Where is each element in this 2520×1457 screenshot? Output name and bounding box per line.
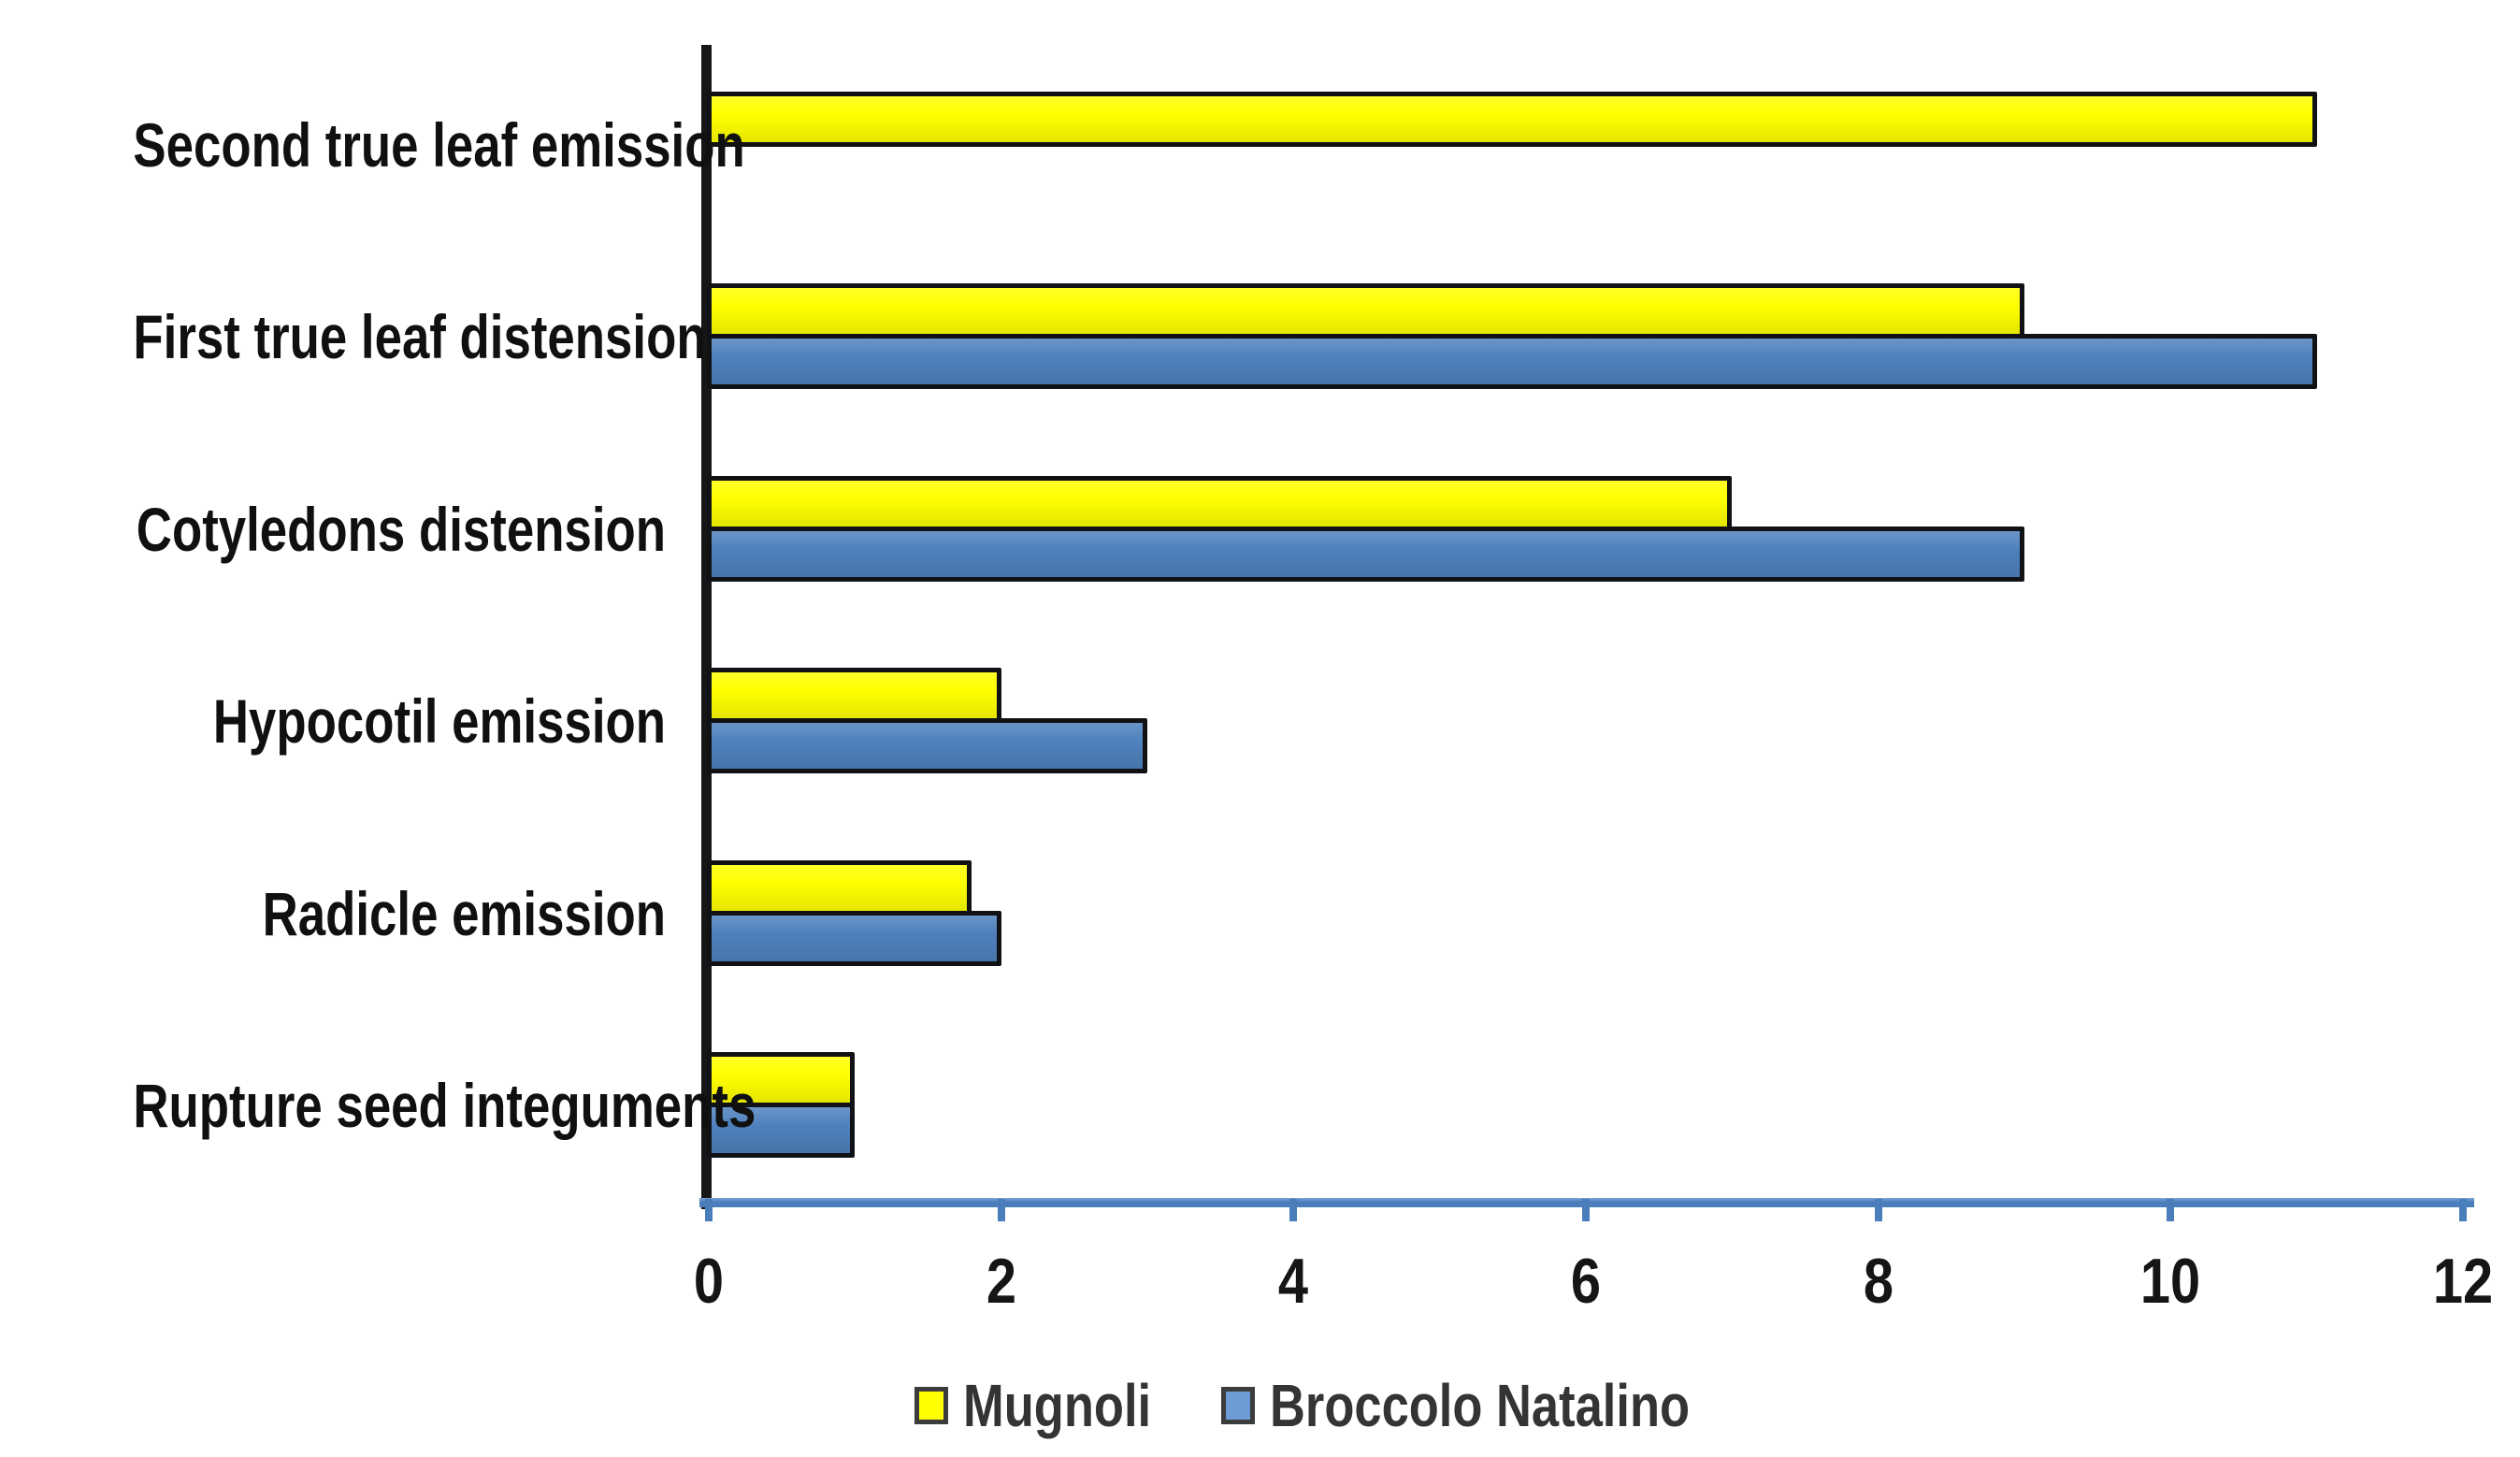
y-axis-line [701,45,712,1209]
category-label-radicle-emission: Radicle emission [262,878,666,948]
category-label-cotyledons-distension: Cotyledons distension [136,494,666,564]
category-label-rupture-seed-integuments: Rupture seed integuments [133,1071,756,1140]
x-axis-tick-label: 0 [693,1246,725,1317]
x-axis-tick [2167,1199,2175,1221]
x-axis-tick [1581,1199,1590,1221]
bar-broccolo-natalino [707,718,1147,774]
x-axis-tick [997,1199,1005,1221]
bar-mugnoli [707,1052,856,1107]
legend-swatch-mugnoli [914,1387,948,1424]
x-axis-tick-label: 6 [1570,1246,1602,1317]
x-axis-tick-label: 4 [1278,1246,1309,1317]
category-label-first-true-leaf-distension: First true leaf distension [133,302,707,372]
x-axis-tick [1289,1199,1298,1221]
legend-label-mugnoli: Mugnoli [963,1372,1152,1439]
x-axis-tick-label: 8 [1863,1246,1894,1317]
x-axis-tick-label: 12 [2432,1246,2494,1317]
bar-mugnoli [707,92,2317,147]
category-label-hypocotil-emission: Hypocotil emission [212,686,666,757]
x-axis-tick-label: 10 [2140,1246,2201,1317]
x-axis-tick [1874,1199,1882,1221]
legend-label-broccolo-natalino: Broccolo Natalino [1270,1372,1691,1439]
bar-mugnoli [707,668,1001,724]
bar-mugnoli [707,475,1733,531]
legend-item-mugnoli: Mugnoli [914,1372,1192,1439]
legend-swatch-broccolo-natalino [1221,1387,1255,1424]
x-axis-tick [705,1199,713,1221]
bar-broccolo-natalino [707,334,2317,390]
legend-item-broccolo-natalino: Broccolo Natalino [1221,1372,1782,1439]
bar-broccolo-natalino [707,526,2024,582]
x-axis-tick-label: 2 [986,1246,1016,1317]
bar-mugnoli [707,859,972,916]
bar-broccolo-natalino [707,1103,856,1158]
x-axis-tick [2458,1199,2467,1221]
category-label-second-true-leaf-emission: Second true leaf emission [133,110,745,180]
bar-broccolo-natalino [707,910,1001,966]
bar-mugnoli [707,283,2024,339]
